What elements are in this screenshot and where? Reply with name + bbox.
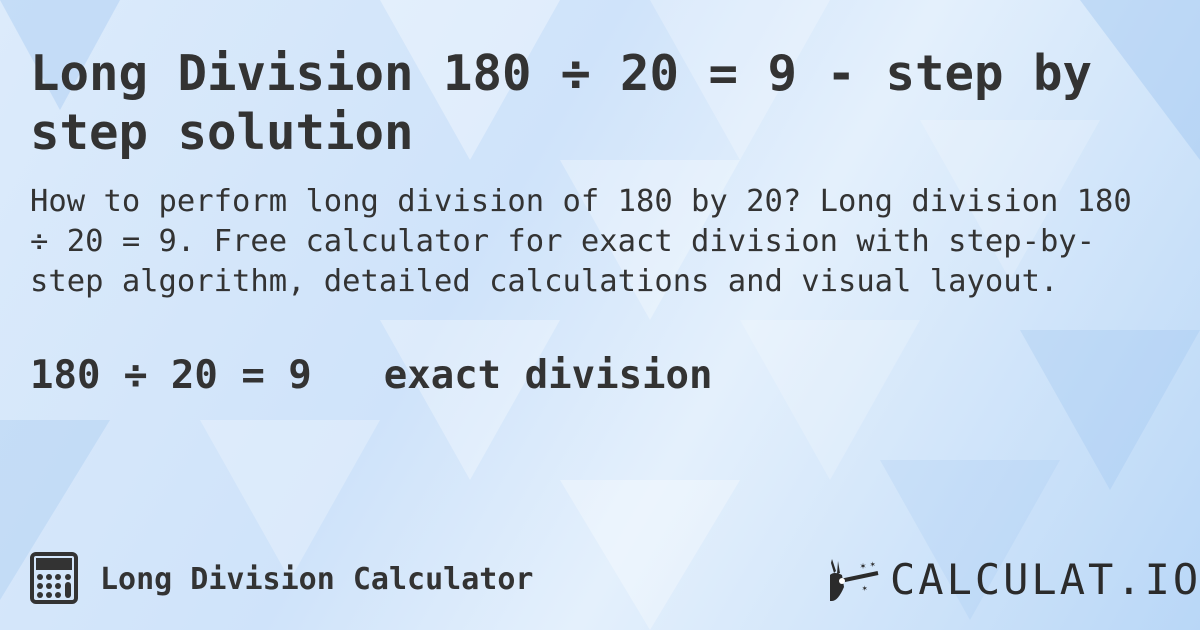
calculat-io-logo[interactable]: ✶ ✶ ✶ CALCULAT.IO: [828, 556, 1200, 604]
svg-text:✶: ✶: [862, 584, 868, 594]
svg-text:✶: ✶: [870, 560, 876, 570]
logo-text: CALCULAT.IO: [890, 555, 1200, 604]
description: How to perform long division of 180 by 2…: [30, 184, 1132, 299]
svg-text:✶: ✶: [860, 561, 866, 572]
result-equation: 180 ÷ 20 = 9: [30, 353, 312, 398]
result-line: 180 ÷ 20 = 9 exact division: [30, 352, 713, 400]
result-type: exact division: [383, 353, 713, 398]
magic-hand-wand-icon: ✶ ✶ ✶: [830, 559, 879, 601]
page-title: Long Division 180 ÷ 20 = 9 - step by ste…: [30, 45, 1093, 161]
calculator-icon: [30, 552, 78, 604]
footer-calculator-name: Long Division Calculator: [100, 562, 534, 597]
